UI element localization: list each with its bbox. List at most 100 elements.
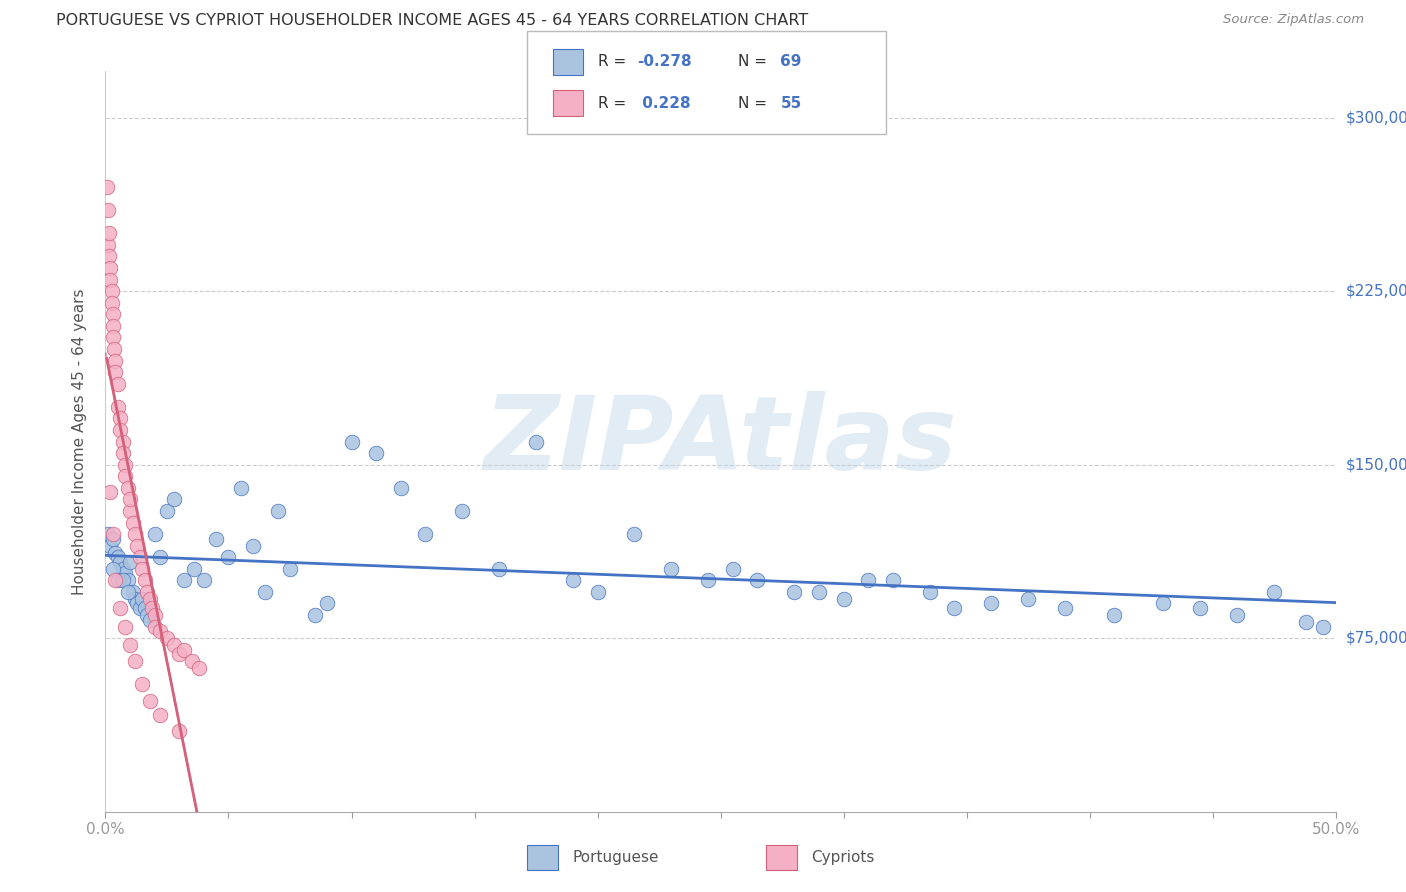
- Point: [188, 661, 211, 675]
- Point: [111, 434, 134, 449]
- Point: [747, 574, 769, 588]
- Point: [114, 469, 136, 483]
- Point: [103, 342, 125, 356]
- Point: [1263, 585, 1285, 599]
- Point: [1153, 597, 1175, 611]
- Point: [120, 555, 141, 569]
- Point: [882, 574, 904, 588]
- Text: -0.278: -0.278: [637, 54, 692, 70]
- Point: [107, 550, 129, 565]
- Point: [100, 284, 122, 298]
- Point: [111, 562, 134, 576]
- Point: [110, 601, 132, 615]
- Point: [389, 481, 412, 495]
- Point: [124, 654, 146, 668]
- Point: [121, 585, 143, 599]
- Point: [104, 365, 127, 379]
- Point: [124, 591, 146, 606]
- Point: [111, 446, 134, 460]
- Point: [278, 562, 301, 576]
- Point: [451, 504, 474, 518]
- Point: [661, 562, 683, 576]
- Point: [832, 591, 855, 606]
- Point: [413, 527, 436, 541]
- Text: 0.228: 0.228: [637, 95, 690, 111]
- Point: [1226, 608, 1249, 623]
- Point: [783, 585, 806, 599]
- Point: [721, 562, 744, 576]
- Point: [107, 574, 129, 588]
- Point: [98, 272, 122, 286]
- Point: [101, 318, 124, 333]
- Point: [183, 562, 205, 576]
- Point: [110, 411, 132, 425]
- Text: ZIPAtlas: ZIPAtlas: [484, 391, 957, 492]
- Text: 69: 69: [780, 54, 801, 70]
- Point: [136, 608, 159, 623]
- Point: [1312, 619, 1334, 633]
- Point: [98, 260, 122, 275]
- Point: [143, 527, 166, 541]
- Point: [807, 585, 830, 599]
- Point: [173, 574, 195, 588]
- Point: [107, 400, 129, 414]
- Point: [138, 613, 162, 627]
- Point: [169, 648, 191, 662]
- Point: [980, 597, 1002, 611]
- Point: [127, 539, 149, 553]
- Point: [124, 527, 146, 541]
- Point: [110, 423, 132, 437]
- Point: [97, 527, 120, 541]
- Point: [1295, 615, 1317, 629]
- Point: [101, 307, 124, 321]
- Point: [163, 492, 186, 507]
- Point: [129, 601, 152, 615]
- Text: 55: 55: [780, 95, 801, 111]
- Text: Portuguese: Portuguese: [572, 850, 659, 864]
- Point: [98, 250, 121, 264]
- Point: [169, 723, 191, 738]
- Point: [120, 638, 141, 652]
- Point: [156, 631, 179, 645]
- Point: [156, 504, 179, 518]
- Point: [193, 574, 215, 588]
- Point: [131, 591, 153, 606]
- Point: [623, 527, 645, 541]
- Point: [134, 601, 156, 615]
- Point: [101, 330, 124, 344]
- Point: [858, 574, 880, 588]
- Text: Source: ZipAtlas.com: Source: ZipAtlas.com: [1223, 13, 1364, 27]
- Point: [173, 642, 195, 657]
- Point: [100, 295, 122, 310]
- Point: [136, 585, 159, 599]
- Point: [149, 707, 172, 722]
- Text: R =: R =: [598, 95, 631, 111]
- Point: [304, 608, 326, 623]
- Text: $150,000: $150,000: [1346, 458, 1406, 472]
- Point: [205, 532, 228, 546]
- Point: [114, 619, 136, 633]
- Point: [943, 601, 966, 615]
- Text: PORTUGUESE VS CYPRIOT HOUSEHOLDER INCOME AGES 45 - 64 YEARS CORRELATION CHART: PORTUGUESE VS CYPRIOT HOUSEHOLDER INCOME…: [56, 13, 808, 29]
- Point: [101, 532, 124, 546]
- Text: $225,000: $225,000: [1346, 284, 1406, 299]
- Point: [114, 566, 136, 581]
- Point: [697, 574, 720, 588]
- Point: [131, 677, 153, 691]
- Point: [340, 434, 363, 449]
- Point: [107, 376, 129, 391]
- Point: [96, 180, 118, 194]
- Point: [114, 458, 136, 472]
- Text: N =: N =: [738, 95, 772, 111]
- Y-axis label: Householder Income Ages 45 - 64 years: Householder Income Ages 45 - 64 years: [72, 288, 87, 595]
- Point: [127, 597, 149, 611]
- Text: R =: R =: [598, 54, 631, 70]
- Point: [104, 545, 127, 560]
- Point: [1017, 591, 1039, 606]
- Point: [242, 539, 264, 553]
- Point: [104, 353, 127, 368]
- Point: [267, 504, 290, 518]
- Point: [129, 550, 152, 565]
- Point: [141, 601, 163, 615]
- Text: N =: N =: [738, 54, 772, 70]
